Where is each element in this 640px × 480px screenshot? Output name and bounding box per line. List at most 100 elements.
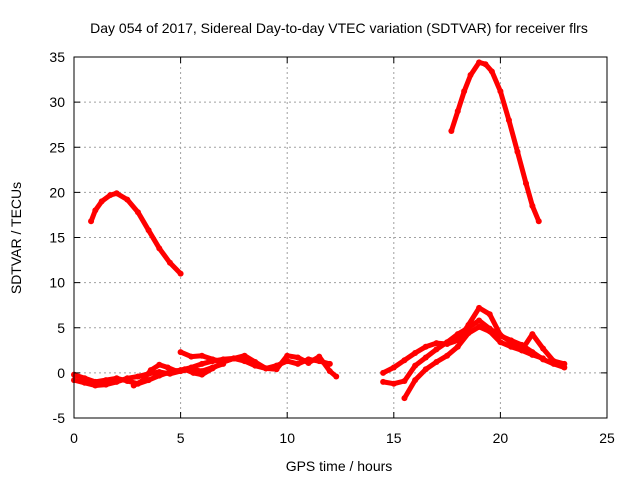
data-point <box>540 345 547 352</box>
data-point <box>147 367 154 374</box>
data-point <box>198 371 205 378</box>
data-point <box>156 245 163 252</box>
y-tick-label: -5 <box>53 410 66 426</box>
data-point <box>422 354 429 361</box>
data-point <box>124 196 131 203</box>
data-point <box>412 362 419 369</box>
data-point <box>514 148 521 155</box>
data-point <box>444 340 451 347</box>
data-point <box>422 343 429 350</box>
y-tick-label: 35 <box>49 49 65 65</box>
series-line <box>402 324 567 401</box>
data-point <box>476 323 483 330</box>
data-point <box>380 378 387 385</box>
data-point <box>102 381 109 388</box>
data-point <box>166 370 173 377</box>
data-point <box>166 259 173 266</box>
series-line <box>178 349 339 379</box>
data-point <box>422 366 429 373</box>
data-point <box>433 346 440 353</box>
data-point <box>505 117 512 124</box>
data-point <box>461 88 468 95</box>
data-point <box>173 368 180 375</box>
data-point <box>273 366 280 373</box>
data-point <box>188 353 195 360</box>
data-point <box>81 375 88 382</box>
data-point <box>401 377 408 384</box>
data-point <box>508 343 515 350</box>
data-point <box>139 377 146 384</box>
y-tick-label: 20 <box>49 184 65 200</box>
data-point <box>294 354 301 361</box>
data-point <box>107 192 114 199</box>
series-arc-morning-high <box>88 190 184 277</box>
data-point <box>124 375 131 382</box>
data-point <box>88 218 95 225</box>
data-point <box>401 395 408 402</box>
data-point <box>134 373 141 380</box>
x-tick-label: 25 <box>599 430 615 446</box>
data-point <box>130 382 137 389</box>
data-point <box>262 365 269 372</box>
data-point <box>433 359 440 366</box>
series-arc-evening-high <box>448 59 542 225</box>
data-point <box>198 360 205 367</box>
data-point <box>113 190 120 197</box>
data-point <box>518 347 525 354</box>
data-point <box>454 343 461 350</box>
data-point <box>92 207 99 214</box>
data-point <box>497 331 504 338</box>
data-point <box>390 380 397 387</box>
data-point <box>177 349 184 356</box>
x-tick-label: 5 <box>177 430 185 446</box>
data-point <box>81 379 88 386</box>
chart-title: Day 054 of 2017, Sidereal Day-to-day VTE… <box>90 20 588 36</box>
data-point <box>102 377 109 384</box>
data-point <box>486 311 493 318</box>
data-point <box>190 369 197 376</box>
data-point <box>497 339 504 346</box>
data-point <box>465 322 472 329</box>
data-point <box>401 357 408 364</box>
data-point <box>476 317 483 324</box>
data-point <box>316 353 323 360</box>
data-point <box>181 366 188 373</box>
data-point <box>486 328 493 335</box>
y-tick-label: 5 <box>57 320 65 336</box>
x-tick-label: 0 <box>70 430 78 446</box>
data-point <box>476 304 483 311</box>
data-point <box>284 352 291 359</box>
data-point <box>305 359 312 366</box>
data-point <box>529 351 536 358</box>
data-point <box>241 356 248 363</box>
grid <box>74 57 607 418</box>
data-point <box>482 61 489 68</box>
y-tick-label: 10 <box>49 275 65 291</box>
data-point <box>529 331 536 338</box>
data-point <box>444 352 451 359</box>
y-tick-label: 0 <box>57 365 65 381</box>
data-point <box>467 72 474 79</box>
data-point <box>209 356 216 363</box>
data-point <box>412 377 419 384</box>
data-point <box>540 355 547 362</box>
data-point <box>465 330 472 337</box>
data-point <box>380 369 387 376</box>
y-tick-label: 25 <box>49 139 65 155</box>
y-axis-label: SDTVAR / TECUs <box>8 182 24 294</box>
x-axis-label: GPS time / hours <box>286 458 393 474</box>
series-low-morning-d <box>177 349 340 380</box>
data-point <box>476 59 483 66</box>
data-point <box>412 350 419 357</box>
data-point <box>529 202 536 209</box>
data-point <box>209 365 216 372</box>
data-point <box>156 361 163 368</box>
data-point <box>134 209 141 216</box>
data-point <box>294 360 301 367</box>
data-point <box>333 373 340 380</box>
data-point <box>98 198 105 205</box>
data-point <box>92 382 99 389</box>
data-point <box>156 368 163 375</box>
x-tick-label: 10 <box>279 430 295 446</box>
